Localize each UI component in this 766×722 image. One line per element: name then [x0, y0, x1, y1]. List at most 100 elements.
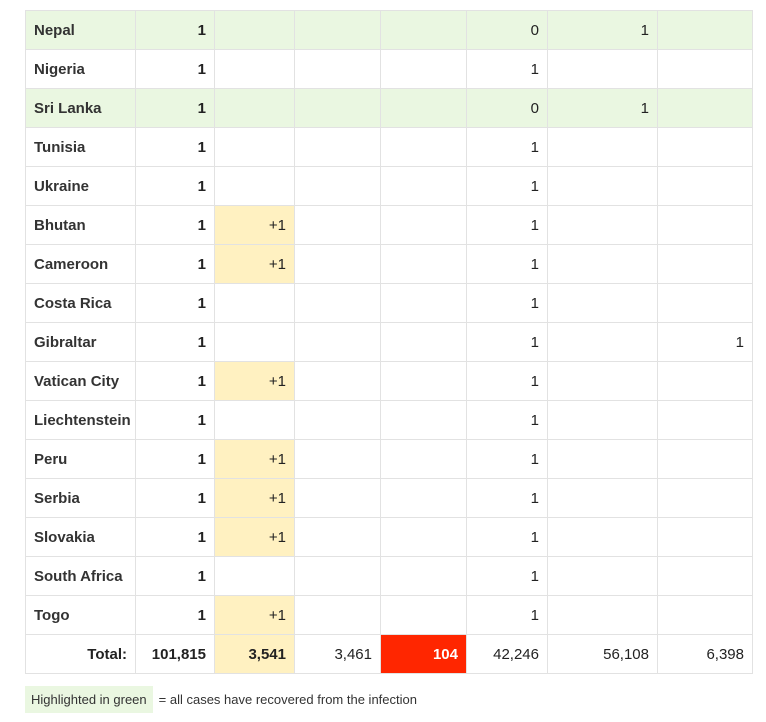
country-stats-table: Nepal 1 0 1 Nigeria 1 1 Sri Lanka 1 0 1 Tunisia 1 1 Uk… — [25, 10, 753, 674]
new-cases-cell — [214, 166, 295, 206]
table-row: Sri Lanka 1 0 1 — [25, 88, 753, 128]
critical-cell — [657, 88, 753, 128]
deaths-cell — [294, 283, 381, 323]
total-cases-cell: 1 — [135, 283, 215, 323]
deaths-cell — [294, 400, 381, 440]
table-body: Nepal 1 0 1 Nigeria 1 1 Sri Lanka 1 0 1 Tunisia 1 1 Uk… — [25, 10, 753, 635]
new-cases-cell — [214, 127, 295, 167]
critical-cell: 1 — [657, 322, 753, 362]
recovered-cell — [547, 205, 658, 245]
critical-cell — [657, 361, 753, 401]
totals-deaths: 3,461 — [294, 634, 381, 674]
new-cases-cell — [214, 49, 295, 89]
new-deaths-cell — [380, 556, 467, 596]
recovered-cell — [547, 49, 658, 89]
total-cases-cell: 1 — [135, 400, 215, 440]
table-row: Vatican City 1 +1 1 — [25, 361, 753, 401]
active-cases-cell: 1 — [466, 49, 548, 89]
deaths-cell — [294, 166, 381, 206]
recovered-cell: 1 — [547, 10, 658, 50]
new-deaths-cell — [380, 361, 467, 401]
critical-cell — [657, 400, 753, 440]
new-cases-cell: +1 — [214, 595, 295, 635]
country-cell: Cameroon — [25, 244, 136, 284]
active-cases-cell: 0 — [466, 10, 548, 50]
recovered-cell — [547, 439, 658, 479]
critical-cell — [657, 517, 753, 557]
recovered-cell — [547, 400, 658, 440]
new-deaths-cell — [380, 88, 467, 128]
totals-recovered: 56,108 — [547, 634, 658, 674]
totals-row: Total: 101,815 3,541 3,461 104 42,246 56… — [25, 634, 753, 674]
total-cases-cell: 1 — [135, 166, 215, 206]
deaths-cell — [294, 10, 381, 50]
legend-green-swatch: Highlighted in green — [25, 686, 153, 713]
deaths-cell — [294, 556, 381, 596]
country-cell: Vatican City — [25, 361, 136, 401]
new-deaths-cell — [380, 322, 467, 362]
total-cases-cell: 1 — [135, 517, 215, 557]
recovered-cell — [547, 244, 658, 284]
recovered-cell — [547, 166, 658, 206]
deaths-cell — [294, 478, 381, 518]
new-cases-cell — [214, 10, 295, 50]
active-cases-cell: 1 — [466, 205, 548, 245]
recovered-cell — [547, 127, 658, 167]
table-row: Serbia 1 +1 1 — [25, 478, 753, 518]
new-deaths-cell — [380, 244, 467, 284]
table-row: Slovakia 1 +1 1 — [25, 517, 753, 557]
critical-cell — [657, 283, 753, 323]
new-cases-cell: +1 — [214, 517, 295, 557]
new-cases-cell — [214, 283, 295, 323]
critical-cell — [657, 205, 753, 245]
new-deaths-cell — [380, 166, 467, 206]
table-row: Costa Rica 1 1 — [25, 283, 753, 323]
new-cases-cell: +1 — [214, 205, 295, 245]
totals-new-cases: 3,541 — [214, 634, 295, 674]
new-cases-cell — [214, 556, 295, 596]
total-cases-cell: 1 — [135, 10, 215, 50]
new-deaths-cell — [380, 439, 467, 479]
total-cases-cell: 1 — [135, 439, 215, 479]
total-cases-cell: 1 — [135, 244, 215, 284]
total-cases-cell: 1 — [135, 49, 215, 89]
total-cases-cell: 1 — [135, 127, 215, 167]
recovered-cell — [547, 478, 658, 518]
recovered-cell — [547, 595, 658, 635]
table-row: South Africa 1 1 — [25, 556, 753, 596]
critical-cell — [657, 439, 753, 479]
country-cell: Liechtenstein — [25, 400, 136, 440]
country-cell: Gibraltar — [25, 322, 136, 362]
deaths-cell — [294, 439, 381, 479]
new-deaths-cell — [380, 517, 467, 557]
totals-new-deaths: 104 — [380, 634, 467, 674]
country-cell: Togo — [25, 595, 136, 635]
legend-description: = all cases have recovered from the infe… — [158, 692, 417, 707]
table-row: Bhutan 1 +1 1 — [25, 205, 753, 245]
active-cases-cell: 1 — [466, 400, 548, 440]
new-deaths-cell — [380, 49, 467, 89]
country-cell: Peru — [25, 439, 136, 479]
new-cases-cell: +1 — [214, 439, 295, 479]
new-cases-cell — [214, 322, 295, 362]
total-cases-cell: 1 — [135, 205, 215, 245]
new-deaths-cell — [380, 400, 467, 440]
active-cases-cell: 1 — [466, 322, 548, 362]
new-cases-cell: +1 — [214, 361, 295, 401]
total-cases-cell: 1 — [135, 478, 215, 518]
critical-cell — [657, 595, 753, 635]
active-cases-cell: 1 — [466, 439, 548, 479]
deaths-cell — [294, 595, 381, 635]
totals-active: 42,246 — [466, 634, 548, 674]
critical-cell — [657, 49, 753, 89]
table-row: Ukraine 1 1 — [25, 166, 753, 206]
new-cases-cell: +1 — [214, 244, 295, 284]
country-cell: Bhutan — [25, 205, 136, 245]
new-cases-cell — [214, 88, 295, 128]
critical-cell — [657, 556, 753, 596]
new-deaths-cell — [380, 10, 467, 50]
deaths-cell — [294, 88, 381, 128]
table-row: Peru 1 +1 1 — [25, 439, 753, 479]
recovered-cell — [547, 361, 658, 401]
